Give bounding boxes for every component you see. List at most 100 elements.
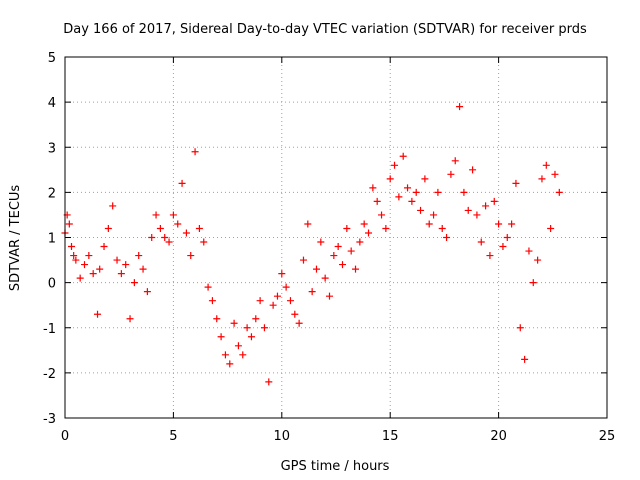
x-tick-label: 15 (382, 429, 399, 444)
data-point (143, 288, 151, 296)
data-point (169, 211, 177, 219)
data-point (516, 324, 524, 332)
data-point (178, 179, 186, 187)
data-point (247, 333, 255, 341)
data-point (126, 315, 134, 323)
data-point (269, 301, 277, 309)
data-point (477, 238, 485, 246)
data-point (330, 252, 338, 260)
data-point (352, 265, 360, 273)
data-point (378, 211, 386, 219)
data-point (434, 188, 442, 196)
data-point (96, 265, 104, 273)
grid (65, 57, 607, 418)
y-tick-label: -2 (43, 367, 56, 382)
data-point (109, 202, 117, 210)
data-point (464, 206, 472, 214)
data-point (100, 243, 108, 251)
data-point (325, 292, 333, 300)
data-point (412, 188, 420, 196)
data-point (260, 324, 268, 332)
data-point (291, 310, 299, 318)
y-tick-label: 0 (48, 277, 56, 292)
data-point (312, 265, 320, 273)
data-point (161, 234, 169, 241)
x-tick-label: 10 (274, 429, 291, 444)
data-point (204, 283, 212, 291)
data-point (486, 252, 494, 260)
data-point (391, 161, 399, 169)
data-point (81, 261, 89, 269)
data-point (347, 247, 355, 255)
data-point (417, 206, 425, 214)
data-point (447, 170, 455, 178)
data-point (226, 360, 234, 368)
data-point (286, 297, 294, 305)
data-point (529, 279, 537, 287)
data-point (451, 157, 459, 165)
data-point (156, 224, 164, 232)
data-point (187, 252, 195, 260)
data-point (139, 265, 147, 273)
y-tick-label: 5 (48, 51, 56, 66)
data-point (295, 319, 303, 327)
data-point (117, 270, 125, 278)
data-point (503, 234, 511, 241)
x-tick-label: 25 (599, 429, 616, 444)
data-point (265, 378, 273, 386)
data-point (369, 184, 377, 192)
data-point (438, 224, 446, 232)
data-point (308, 288, 316, 296)
x-tick-label: 20 (490, 429, 507, 444)
data-point (360, 220, 368, 228)
data-point (243, 324, 251, 332)
y-tick-label: 2 (48, 186, 56, 201)
y-tick-label: -1 (43, 322, 56, 337)
data-point (551, 170, 559, 178)
data-point (89, 270, 97, 278)
data-point (85, 252, 93, 260)
data-point (213, 315, 221, 323)
x-tick-label: 5 (169, 429, 177, 444)
data-point (234, 342, 242, 350)
data-point (430, 211, 438, 219)
data-series (61, 103, 563, 386)
data-point (373, 197, 381, 205)
data-point (490, 197, 498, 205)
data-point (460, 188, 468, 196)
data-point (317, 238, 325, 246)
data-point (65, 220, 73, 228)
data-point (421, 175, 429, 183)
data-point (547, 224, 555, 232)
data-point (182, 229, 190, 237)
data-point (122, 261, 130, 269)
data-point (217, 333, 225, 341)
data-point (304, 220, 312, 228)
data-point (508, 220, 516, 228)
y-axis-label: SDTVAR / TECUs (8, 185, 23, 292)
data-point (165, 238, 173, 246)
data-point (382, 224, 390, 232)
data-point (356, 238, 364, 246)
data-point (299, 256, 307, 264)
y-tick-label: 3 (48, 141, 56, 156)
axis-ticks: 0 5 10 15 20 25 -3 -2 -1 0 1 2 3 4 5 (43, 51, 615, 444)
data-point (70, 252, 78, 260)
data-point (343, 224, 351, 232)
data-point (534, 256, 542, 264)
data-point (521, 355, 529, 363)
data-point (239, 351, 247, 359)
data-point (148, 234, 156, 241)
data-point (252, 315, 260, 323)
data-point (282, 283, 290, 291)
data-point (230, 319, 238, 327)
data-point (395, 193, 403, 201)
data-point (443, 234, 451, 241)
data-point (555, 188, 563, 196)
data-point (72, 256, 80, 264)
data-point (538, 175, 546, 183)
data-point (386, 175, 394, 183)
data-point (94, 310, 102, 318)
data-point (404, 184, 412, 192)
